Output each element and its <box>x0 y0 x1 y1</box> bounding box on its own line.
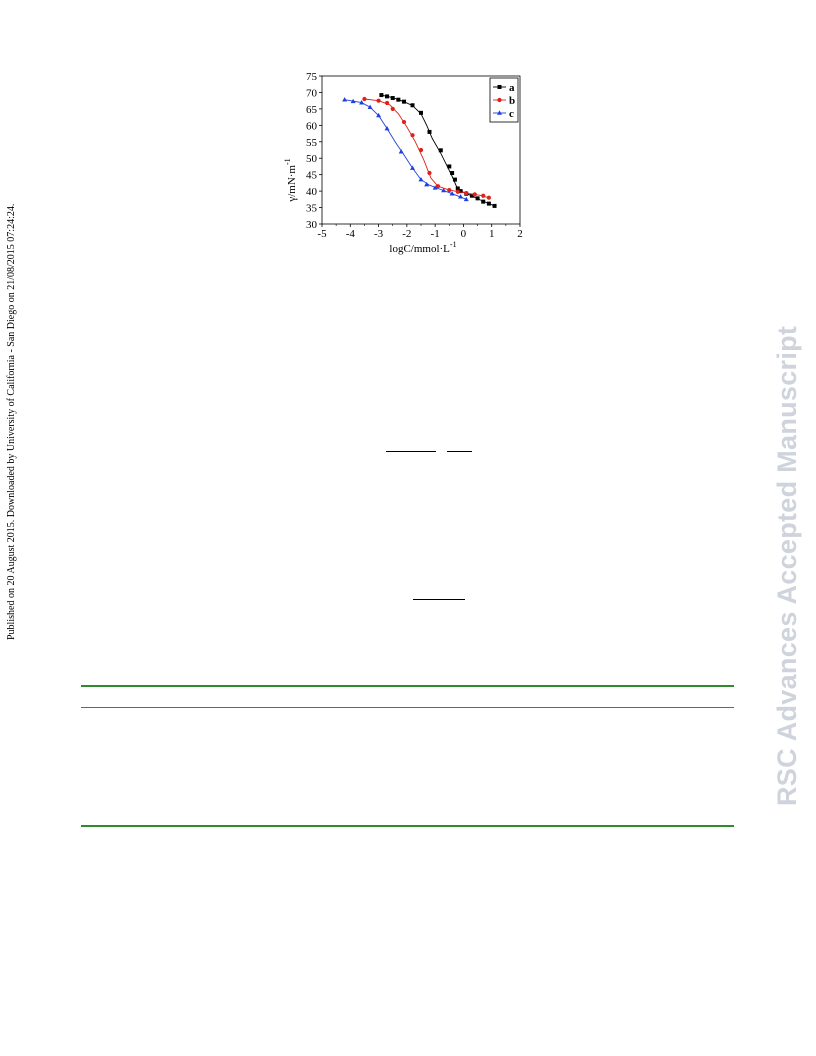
y-axis-label: γ/mN·m-1 <box>283 158 298 202</box>
legend-label-c: c <box>509 108 514 120</box>
data-point-a <box>402 99 407 104</box>
fraction-bar <box>447 451 472 452</box>
x-axis-label: logC/mmol·L-1 <box>389 240 456 255</box>
table-header-rule <box>81 707 734 708</box>
data-point-a <box>419 110 423 115</box>
x-tick-label: -4 <box>346 228 356 240</box>
data-point-a <box>475 196 480 201</box>
data-point-c <box>384 126 390 131</box>
fraction-bar <box>413 599 465 600</box>
data-point-a <box>379 93 384 98</box>
data-point-b <box>447 188 452 193</box>
table-top-rule <box>81 685 734 687</box>
data-point-b <box>464 190 469 196</box>
data-point-c <box>398 149 404 154</box>
table-bottom-rule <box>81 825 734 827</box>
data-point-b <box>362 96 367 102</box>
data-point-c <box>367 104 373 110</box>
data-point-b <box>486 195 491 200</box>
data-point-b <box>410 133 415 138</box>
data-point-a <box>455 186 460 191</box>
data-point-a <box>492 203 497 208</box>
x-tick-label: -2 <box>402 228 411 240</box>
x-tick-label: 2 <box>517 228 523 240</box>
data-point-a <box>469 193 474 198</box>
data-point-c <box>376 112 382 118</box>
data-point-b <box>472 192 477 197</box>
data-point-a <box>486 201 491 206</box>
data-point-a <box>427 129 432 134</box>
data-point-c <box>424 181 430 187</box>
data-point-b <box>384 100 390 106</box>
data-point-a <box>452 177 457 182</box>
y-tick-label: 70 <box>306 87 318 99</box>
legend-marker-c <box>497 110 502 115</box>
publication-note: Published on 20 August 2015. Downloaded … <box>6 203 17 640</box>
data-point-a <box>458 189 463 194</box>
legend-marker-b <box>497 97 502 103</box>
series-line-c <box>344 99 467 200</box>
watermark: RSC Advances Accepted Manuscript <box>772 325 802 806</box>
data-point-a <box>438 148 443 153</box>
legend-marker-a <box>497 85 502 89</box>
data-point-c <box>418 177 424 182</box>
legend-label-b: b <box>509 95 515 107</box>
y-tick-label: 55 <box>306 137 318 149</box>
series-line-a <box>381 94 495 207</box>
data-point-b <box>418 147 424 153</box>
data-point-b <box>427 170 432 176</box>
y-tick-label: 75 <box>306 71 318 83</box>
data-point-c <box>342 97 348 102</box>
x-tick-label: 0 <box>461 228 467 240</box>
data-point-c <box>458 194 464 199</box>
data-point-b <box>481 193 486 198</box>
x-tick-label: -1 <box>431 228 440 240</box>
data-point-a <box>385 94 390 99</box>
fraction-bar <box>386 451 436 452</box>
data-point-a <box>447 164 452 169</box>
data-point-b <box>390 106 395 111</box>
data-point-b <box>455 189 460 194</box>
data-point-c <box>463 196 469 202</box>
data-point-c <box>432 185 438 190</box>
data-point-c <box>410 165 416 170</box>
data-point-c <box>449 191 455 196</box>
y-tick-label: 40 <box>306 186 318 198</box>
surface-tension-chart: -5 -4 -3 -2 -1 0 1 2 30 35 40 45 50 55 60 65 70 75 abc log… <box>283 71 523 255</box>
data-point-a <box>481 199 486 204</box>
y-tick-label: 35 <box>306 203 318 215</box>
data-point-a <box>396 97 401 102</box>
y-tick-label: 50 <box>306 153 318 165</box>
y-tick-label: 60 <box>306 120 318 132</box>
x-tick-label: -5 <box>317 228 327 240</box>
data-point-c <box>350 98 356 104</box>
data-point-a <box>390 96 395 101</box>
data-point-b <box>401 119 407 125</box>
x-tick-label: -3 <box>374 228 384 240</box>
data-point-c <box>359 100 365 105</box>
data-point-b <box>435 184 441 189</box>
y-tick-label: 65 <box>306 104 318 116</box>
x-tick-label: 1 <box>489 228 495 240</box>
y-tick-label: 45 <box>306 170 318 182</box>
data-point-b <box>376 98 381 103</box>
data-point-a <box>410 103 415 108</box>
y-tick-label: 30 <box>306 219 318 231</box>
data-point-a <box>450 171 455 176</box>
data-point-c <box>441 187 447 193</box>
legend-label-a: a <box>509 82 515 94</box>
